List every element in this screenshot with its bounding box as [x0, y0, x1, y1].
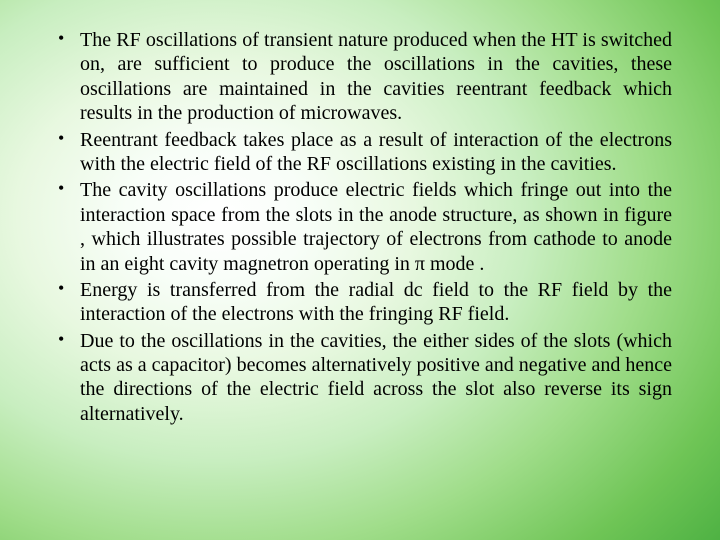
list-item: Due to the oscillations in the cavities,…	[54, 329, 672, 427]
list-item: Reentrant feedback takes place as a resu…	[54, 128, 672, 177]
slide: The RF oscillations of transient nature …	[0, 0, 720, 540]
list-item: The RF oscillations of transient nature …	[54, 28, 672, 126]
list-item: The cavity oscillations produce electric…	[54, 178, 672, 276]
bullet-list: The RF oscillations of transient nature …	[54, 28, 672, 426]
list-item: Energy is transferred from the radial dc…	[54, 278, 672, 327]
